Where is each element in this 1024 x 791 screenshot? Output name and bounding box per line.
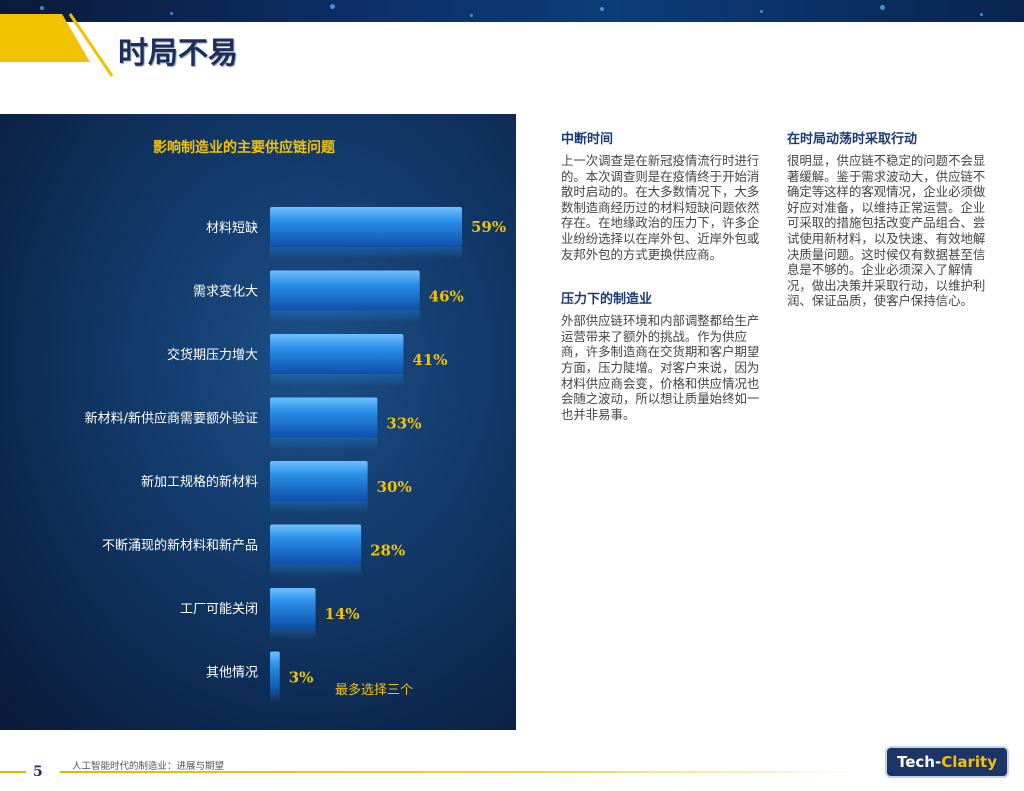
chart-title: 影响制造业的主要供应链问题	[153, 139, 336, 156]
bar	[270, 461, 368, 501]
bar	[270, 588, 316, 628]
category-label: 工厂可能关闭	[180, 602, 258, 617]
category-label: 交货期压力增大	[167, 347, 258, 363]
value-label: 33%	[386, 415, 421, 433]
text-column-left: 中断时间 上一次调查是在新冠疫情流行时进行的。本次调查则是在疫情终于开始消散时启…	[561, 128, 761, 448]
section-body-action: 很明显，供应链不稳定的问题不会显著缓解。鉴于需求波动大，供应链不确定等这样的客观…	[787, 153, 986, 309]
category-label: 新加工规格的新材料	[141, 474, 258, 490]
value-label: 41%	[412, 351, 447, 369]
section-body-interruption: 上一次调查是在新冠疫情流行时进行的。本次调查则是在疫情终于开始消散时启动的。在大…	[561, 153, 760, 262]
gold-wedge-decoration	[0, 13, 114, 77]
footer-text: 人工智能时代的制造业：进展与期望	[72, 761, 225, 772]
bar-reflection	[270, 691, 280, 704]
tech-clarity-logo: Tech-Clarity	[885, 746, 1009, 778]
bar-reflection	[270, 247, 462, 259]
category-label: 其他情况	[206, 666, 258, 681]
value-label: 14%	[325, 605, 360, 623]
section-heading-interruption: 中断时间	[561, 132, 614, 147]
value-label: 46%	[429, 288, 464, 306]
bar-reflection	[270, 374, 404, 386]
category-label: 材料短缺	[206, 221, 258, 236]
bar	[270, 207, 462, 247]
footer-rule	[60, 771, 860, 773]
page-title: 时局不易	[118, 36, 238, 71]
bar	[270, 524, 362, 565]
value-label: 3%	[289, 669, 314, 687]
bar	[270, 270, 420, 311]
value-label: 59%	[471, 218, 506, 236]
category-label: 不断涌现的新材料和新产品	[102, 538, 258, 554]
value-label: 30%	[377, 478, 412, 496]
bar-reflection	[270, 628, 316, 640]
footer-accent-line	[0, 771, 26, 773]
section-heading-pressure: 压力下的制造业	[561, 292, 653, 308]
section-heading-action: 在时局动荡时采取行动	[787, 132, 918, 147]
bar-reflection	[270, 437, 378, 450]
bar-reflection	[270, 564, 362, 577]
value-label: 28%	[370, 542, 405, 560]
bar-reflection	[270, 501, 368, 513]
supply-chain-bar-chart: 影响制造业的主要供应链问题 材料短缺 59% 需求变化大 46% 交货期压力增大 41% 新…	[85, 139, 506, 704]
bar-reflection	[270, 310, 420, 323]
logo-text-clarity: Clarity	[941, 753, 997, 771]
section-body-pressure: 外部供应链环境和内部调整都给生产运营带来了额外的挑战。作为供应商，许多制造商在交…	[561, 313, 760, 422]
bar	[270, 334, 404, 374]
header-band	[0, 0, 1024, 22]
text-column-right: 在时局动荡时采取行动 很明显，供应链不稳定的问题不会显著缓解。鉴于需求波动大，供…	[787, 128, 987, 335]
bar	[270, 397, 378, 438]
chart-note: 最多选择三个	[335, 682, 413, 698]
category-label: 新材料/新供应商需要额外验证	[85, 411, 258, 427]
chart-panel: 影响制造业的主要供应链问题 材料短缺 59% 需求变化大 46% 交货期压力增大 41% 新…	[0, 114, 516, 730]
page-number: 5	[33, 764, 43, 780]
bar	[270, 651, 280, 692]
logo-text-tech: Tech-	[897, 753, 942, 771]
category-label: 需求变化大	[193, 284, 258, 300]
